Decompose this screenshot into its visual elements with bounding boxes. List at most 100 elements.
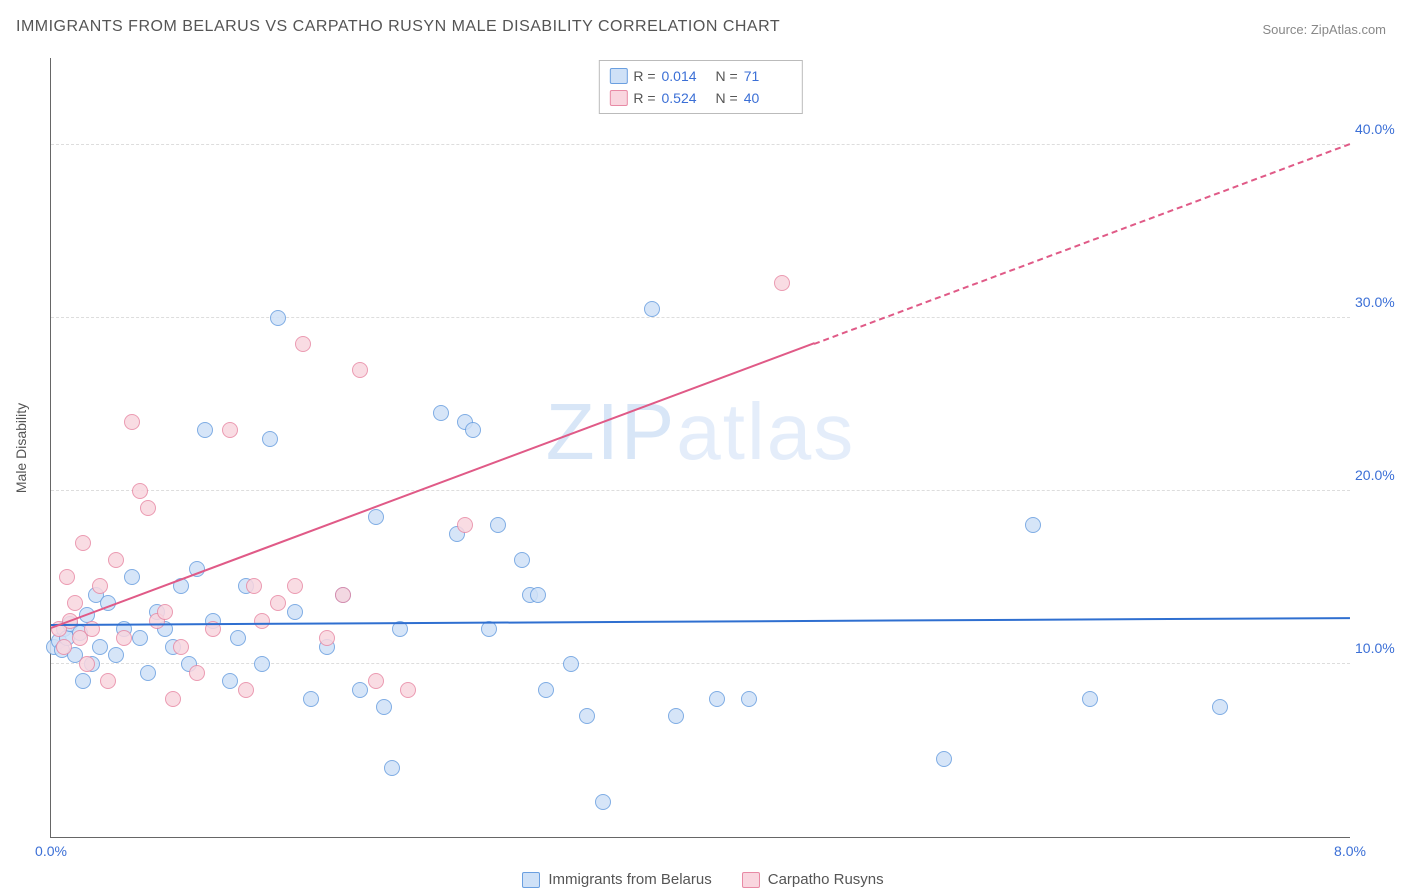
data-point bbox=[197, 422, 213, 438]
data-point bbox=[92, 578, 108, 594]
trend-line bbox=[51, 343, 815, 630]
x-tick-label: 0.0% bbox=[35, 843, 67, 859]
data-point bbox=[538, 682, 554, 698]
data-point bbox=[579, 708, 595, 724]
data-point bbox=[384, 760, 400, 776]
data-point bbox=[270, 595, 286, 611]
data-point bbox=[490, 517, 506, 533]
data-point bbox=[270, 310, 286, 326]
legend-item: Immigrants from Belarus bbox=[522, 871, 711, 888]
watermark-part2: atlas bbox=[676, 387, 855, 476]
legend-swatch bbox=[609, 90, 627, 106]
data-point bbox=[108, 647, 124, 663]
gridline bbox=[51, 490, 1350, 491]
legend-label: Immigrants from Belarus bbox=[548, 871, 711, 888]
data-point bbox=[238, 682, 254, 698]
data-point bbox=[254, 613, 270, 629]
data-point bbox=[644, 301, 660, 317]
y-tick-label: 40.0% bbox=[1355, 121, 1406, 137]
legend-n-label: N = bbox=[716, 65, 738, 87]
data-point bbox=[319, 630, 335, 646]
data-point bbox=[67, 595, 83, 611]
data-point bbox=[124, 569, 140, 585]
data-point bbox=[368, 673, 384, 689]
legend-stats-row: R = 0.014 N = 71 bbox=[609, 65, 791, 87]
data-point bbox=[465, 422, 481, 438]
data-point bbox=[100, 673, 116, 689]
data-point bbox=[56, 639, 72, 655]
y-tick-label: 20.0% bbox=[1355, 467, 1406, 483]
data-point bbox=[75, 673, 91, 689]
legend-stats-row: R = 0.524 N = 40 bbox=[609, 87, 791, 109]
legend-item: Carpatho Rusyns bbox=[742, 871, 884, 888]
gridline bbox=[51, 317, 1350, 318]
data-point bbox=[230, 630, 246, 646]
data-point bbox=[254, 656, 270, 672]
data-point bbox=[1025, 517, 1041, 533]
data-point bbox=[1082, 691, 1098, 707]
y-tick-label: 10.0% bbox=[1355, 640, 1406, 656]
data-point bbox=[368, 509, 384, 525]
y-axis-label: Male Disability bbox=[13, 402, 29, 492]
legend-label: Carpatho Rusyns bbox=[768, 871, 884, 888]
legend-swatch bbox=[609, 68, 627, 84]
data-point bbox=[295, 336, 311, 352]
gridline bbox=[51, 663, 1350, 664]
scatter-plot: ZIPatlas Male Disability R = 0.014 N = 7… bbox=[50, 58, 1350, 838]
data-point bbox=[595, 794, 611, 810]
data-point bbox=[132, 483, 148, 499]
data-point bbox=[514, 552, 530, 568]
data-point bbox=[774, 275, 790, 291]
legend-swatch bbox=[742, 872, 760, 888]
data-point bbox=[222, 422, 238, 438]
watermark: ZIPatlas bbox=[546, 386, 855, 478]
data-point bbox=[189, 665, 205, 681]
legend-series: Immigrants from Belarus Carpatho Rusyns bbox=[0, 871, 1406, 888]
legend-r-label: R = bbox=[633, 87, 655, 109]
data-point bbox=[709, 691, 725, 707]
source-label: Source: ZipAtlas.com bbox=[1262, 22, 1386, 37]
x-tick-label: 8.0% bbox=[1334, 843, 1366, 859]
data-point bbox=[59, 569, 75, 585]
data-point bbox=[132, 630, 148, 646]
data-point bbox=[1212, 699, 1228, 715]
data-point bbox=[140, 665, 156, 681]
trend-line bbox=[51, 617, 1350, 626]
legend-n-value: 71 bbox=[744, 65, 792, 87]
data-point bbox=[400, 682, 416, 698]
legend-n-value: 40 bbox=[744, 87, 792, 109]
data-point bbox=[157, 604, 173, 620]
data-point bbox=[140, 500, 156, 516]
chart-title: IMMIGRANTS FROM BELARUS VS CARPATHO RUSY… bbox=[16, 18, 780, 36]
data-point bbox=[75, 535, 91, 551]
data-point bbox=[936, 751, 952, 767]
legend-r-value: 0.524 bbox=[662, 87, 710, 109]
data-point bbox=[222, 673, 238, 689]
legend-r-label: R = bbox=[633, 65, 655, 87]
data-point bbox=[116, 630, 132, 646]
data-point bbox=[563, 656, 579, 672]
data-point bbox=[352, 682, 368, 698]
data-point bbox=[457, 517, 473, 533]
data-point bbox=[92, 639, 108, 655]
trend-line-extrapolated bbox=[814, 143, 1351, 345]
data-point bbox=[352, 362, 368, 378]
data-point bbox=[287, 604, 303, 620]
legend-stats: R = 0.014 N = 71 R = 0.524 N = 40 bbox=[598, 60, 802, 114]
data-point bbox=[668, 708, 684, 724]
data-point bbox=[79, 656, 95, 672]
data-point bbox=[287, 578, 303, 594]
data-point bbox=[741, 691, 757, 707]
data-point bbox=[530, 587, 546, 603]
data-point bbox=[376, 699, 392, 715]
gridline bbox=[51, 144, 1350, 145]
data-point bbox=[165, 691, 181, 707]
legend-swatch bbox=[522, 872, 540, 888]
legend-n-label: N = bbox=[716, 87, 738, 109]
data-point bbox=[108, 552, 124, 568]
data-point bbox=[262, 431, 278, 447]
data-point bbox=[433, 405, 449, 421]
data-point bbox=[246, 578, 262, 594]
legend-r-value: 0.014 bbox=[662, 65, 710, 87]
data-point bbox=[303, 691, 319, 707]
